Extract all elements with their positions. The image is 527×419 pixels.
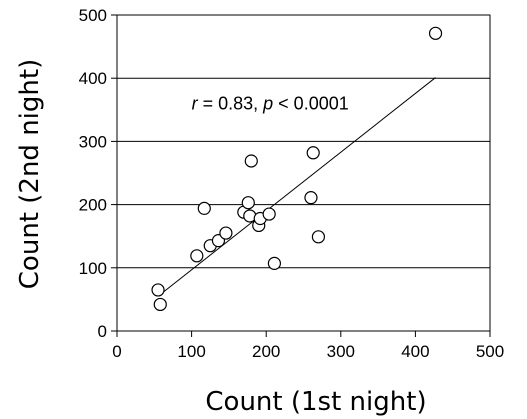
data-point: [190, 249, 204, 263]
r-symbol: r: [192, 93, 199, 113]
y-axis-title: Count (2nd night): [15, 59, 45, 289]
data-point: [304, 191, 318, 205]
data-point: [262, 207, 276, 221]
data-point: [153, 297, 167, 312]
y-tick-label: 500: [79, 6, 107, 25]
y-tick-label: 200: [79, 196, 107, 215]
axis-ticks: 0 100 200 300 400 500 0 100 200 300 400 500: [79, 6, 505, 361]
data-point: [151, 283, 165, 297]
x-tick-label: 500: [476, 342, 504, 361]
y-tick-label: 100: [79, 259, 107, 278]
p-symbol: p: [262, 93, 273, 113]
data-point: [306, 146, 320, 160]
data-point: [311, 230, 326, 244]
x-tick-label: 300: [327, 342, 355, 361]
data-points: [151, 26, 443, 312]
x-axis-title: Count (1st night): [205, 387, 426, 417]
data-point: [267, 256, 282, 270]
x-tick-label: 200: [252, 342, 280, 361]
x-tick-label: 400: [401, 342, 429, 361]
x-tick-label: 100: [177, 342, 205, 361]
data-point: [241, 196, 255, 210]
y-tick-label: 400: [79, 69, 107, 88]
r-value: = 0.83,: [198, 93, 264, 113]
grid-lines: [117, 77, 490, 269]
data-point: [244, 154, 258, 168]
y-tick-label: 0: [98, 322, 107, 341]
x-tick-label: 0: [112, 342, 121, 361]
p-value: < 0.0001: [273, 93, 349, 113]
plot-frame: [116, 14, 491, 332]
data-point: [219, 226, 233, 240]
trendline: [157, 77, 436, 297]
correlation-annotation: r = 0.83, p < 0.0001: [192, 93, 349, 113]
y-tick-label: 300: [79, 132, 107, 151]
data-point: [197, 201, 211, 215]
data-point: [428, 26, 443, 40]
trendline-group: [157, 77, 436, 297]
